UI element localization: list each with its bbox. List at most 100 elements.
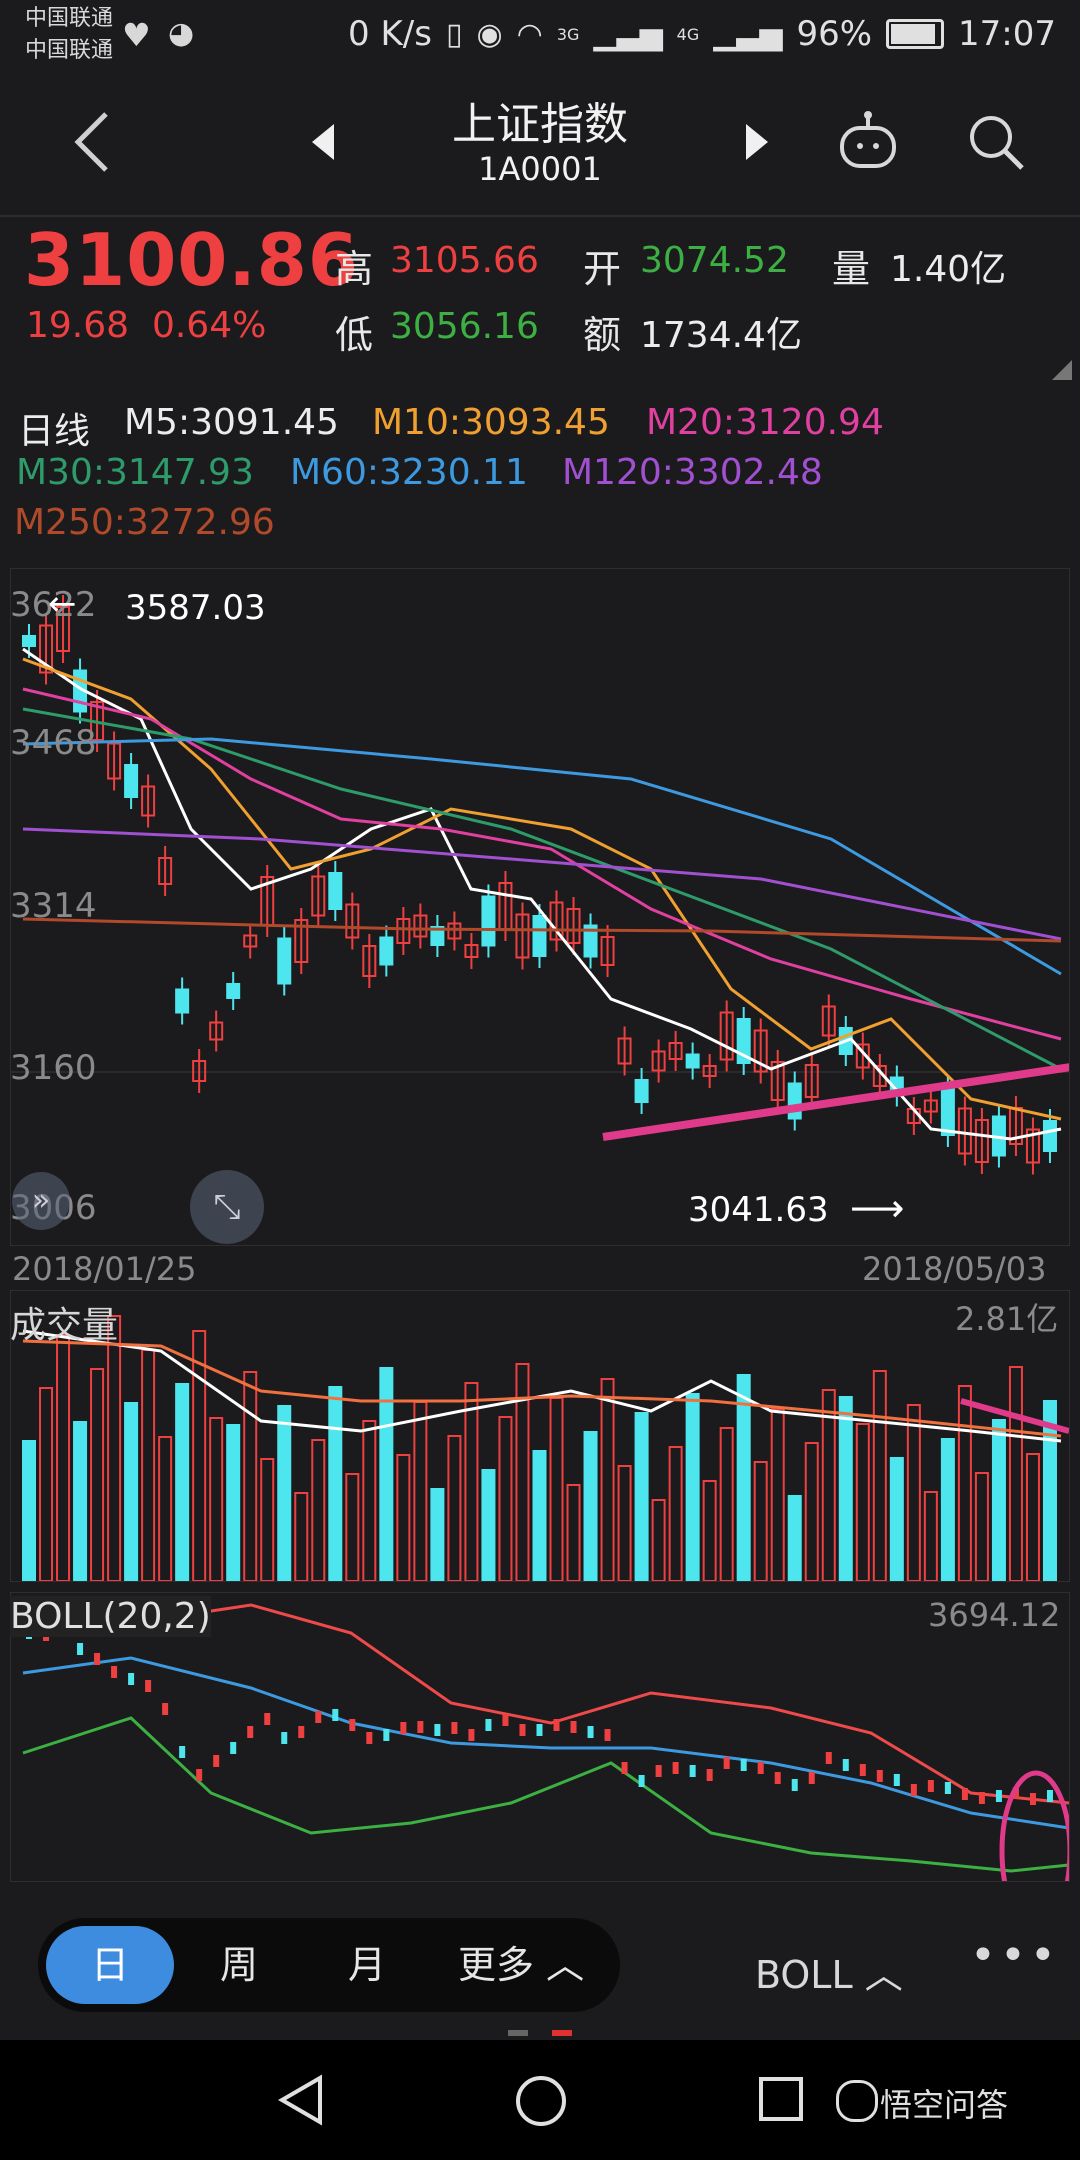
annotation-trendline: [602, 1063, 1069, 1141]
boll-candle: [1046, 1790, 1053, 1802]
tab-month[interactable]: 月: [348, 1943, 387, 1987]
signal-icon-1: ▁▃▅: [593, 16, 663, 52]
boll-candle: [893, 1774, 900, 1786]
candle-body: [311, 875, 326, 917]
period-label: 日线: [18, 411, 91, 452]
volume-bar: [1008, 1366, 1023, 1581]
boll-candle: [247, 1726, 254, 1738]
max-price-label: 3587.03: [125, 588, 266, 628]
title-bar: 上证指数 1A0001: [0, 70, 1080, 215]
boll-candle: [842, 1759, 849, 1771]
boll-candle: [689, 1765, 696, 1777]
back-icon[interactable]: [72, 110, 112, 174]
page-indicator-2: [552, 2030, 572, 2036]
low-label: 低: [335, 313, 374, 357]
tab-week[interactable]: 周: [220, 1943, 259, 1987]
more-options-icon[interactable]: •••: [970, 1930, 1060, 1981]
volume-bar: [974, 1472, 989, 1581]
volume-bar: [515, 1363, 530, 1581]
boll-candle: [757, 1762, 764, 1774]
prev-icon[interactable]: [308, 122, 338, 162]
volume-panel[interactable]: [10, 1290, 1070, 1582]
nav-back-icon[interactable]: [276, 2074, 324, 2126]
boll-candle: [808, 1772, 815, 1784]
stock-code: 1A0001: [478, 150, 602, 188]
status-bar: 中国联通 中国联通 ♥ ◕ 0 K/s ▯ ◉ ◠ 3G ▁▃▅ 4G ▁▃▅ …: [0, 0, 1080, 70]
signal-icon-2: ▁▃▅: [713, 16, 783, 52]
volume-ma5-line: [22, 1329, 1062, 1443]
volume-bar: [430, 1488, 445, 1581]
battery-text: 96%: [796, 14, 873, 54]
watermark-text: 悟空问答: [880, 2086, 1009, 2124]
nav-home-icon[interactable]: [514, 2074, 568, 2128]
volume-bar: [328, 1386, 343, 1581]
ma10-label: M10:3093.45: [372, 402, 610, 443]
boll-candle: [944, 1782, 951, 1794]
candle-body: [515, 913, 530, 959]
boll-candle: [162, 1703, 169, 1715]
boll-candle: [570, 1721, 577, 1733]
candle-body: [634, 1079, 649, 1103]
volume-bar: [702, 1480, 717, 1581]
candle-body: [175, 988, 190, 1014]
heart-rate-icon: ♥: [122, 16, 151, 54]
candle-body: [226, 983, 241, 999]
high-value: 3105.66: [390, 240, 539, 281]
ma60-label: M60:3230.11: [290, 452, 528, 493]
annotation-volume-line: [960, 1398, 1069, 1434]
volume-bar: [413, 1401, 428, 1581]
boll-max: 3694.12: [928, 1596, 1061, 1634]
boll-mid-line: [22, 1656, 1069, 1830]
watermark-logo-icon: [836, 2080, 878, 2122]
candle-body: [566, 908, 581, 944]
candle-body: [855, 1043, 870, 1069]
tab-day[interactable]: 日: [46, 1926, 174, 2004]
candle-body: [1042, 1120, 1057, 1152]
boll-candle: [774, 1772, 781, 1784]
search-icon[interactable]: [966, 112, 1026, 172]
fullscreen-button[interactable]: ⤡: [190, 1170, 264, 1244]
boll-upper-line: [22, 1603, 1069, 1805]
collapse-button[interactable]: »: [12, 1172, 70, 1230]
boll-candle: [553, 1719, 560, 1731]
low-value: 3056.16: [390, 306, 539, 347]
y-tick-1: 3622: [10, 585, 97, 625]
volume-bar: [277, 1405, 292, 1581]
nav-recent-icon[interactable]: [758, 2076, 804, 2122]
boll-candle: [400, 1722, 407, 1734]
candle-body: [141, 785, 156, 817]
volume-bar: [192, 1330, 207, 1581]
boll-candle: [111, 1666, 118, 1678]
annotation-circle: [999, 1770, 1069, 1881]
candle-body: [294, 919, 309, 963]
volume-bar: [22, 1440, 36, 1581]
boll-candle: [723, 1757, 730, 1769]
volume-bar: [73, 1421, 88, 1581]
volume-bar: [906, 1404, 921, 1581]
boll-candle: [468, 1729, 475, 1741]
volume-bar: [668, 1446, 683, 1581]
candle-body: [328, 872, 343, 910]
chevron-up-icon: ︿: [864, 1953, 903, 1997]
boll-candle: [655, 1765, 662, 1777]
volume-bar: [651, 1499, 666, 1581]
tab-more[interactable]: 更多 ︿: [458, 1943, 585, 1987]
volume-bar: [481, 1469, 496, 1581]
boll-panel[interactable]: [10, 1592, 1070, 1882]
kline-panel[interactable]: [10, 568, 1070, 1246]
next-icon[interactable]: [742, 122, 772, 162]
candle-body: [39, 624, 54, 674]
candle-body: [685, 1053, 700, 1069]
boll-candle: [77, 1643, 84, 1655]
volume-bar: [736, 1374, 751, 1581]
candle-body: [396, 918, 411, 944]
volume-bar: [464, 1382, 479, 1581]
robot-icon[interactable]: [836, 110, 900, 174]
indicator-selector[interactable]: BOLL ︿: [755, 1953, 903, 1997]
candle-body: [532, 915, 547, 957]
volume-value: 1.40亿: [890, 249, 1007, 290]
candle-body: [821, 1005, 836, 1037]
network-4g: 4G: [676, 24, 700, 44]
max-arrow-icon: ←: [48, 584, 77, 624]
volume-label: 量: [832, 247, 871, 291]
